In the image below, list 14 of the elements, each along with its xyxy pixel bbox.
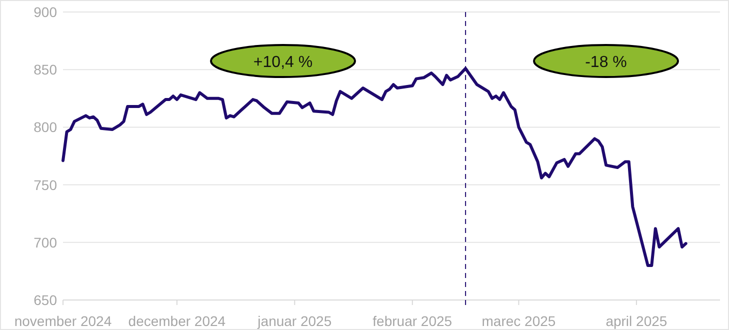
y-tick-label: 750 (34, 176, 58, 193)
x-tick-label: december 2024 (128, 313, 226, 329)
y-tick-label: 850 (34, 62, 58, 78)
x-tick-label: februar 2025 (372, 313, 452, 329)
y-tick-label: 650 (34, 292, 58, 308)
y-tick-label: 900 (34, 4, 58, 20)
annotation: -18 % (585, 54, 627, 71)
x-tick-label: april 2025 (606, 313, 668, 329)
y-tick-label: 800 (34, 119, 58, 136)
annotation: +10,4 % (253, 54, 313, 71)
y-tick-label: 700 (34, 234, 58, 250)
x-tick-label: november 2024 (14, 313, 112, 329)
x-tick-label: marec 2025 (482, 313, 556, 329)
x-tick-label: januar 2025 (256, 313, 332, 329)
